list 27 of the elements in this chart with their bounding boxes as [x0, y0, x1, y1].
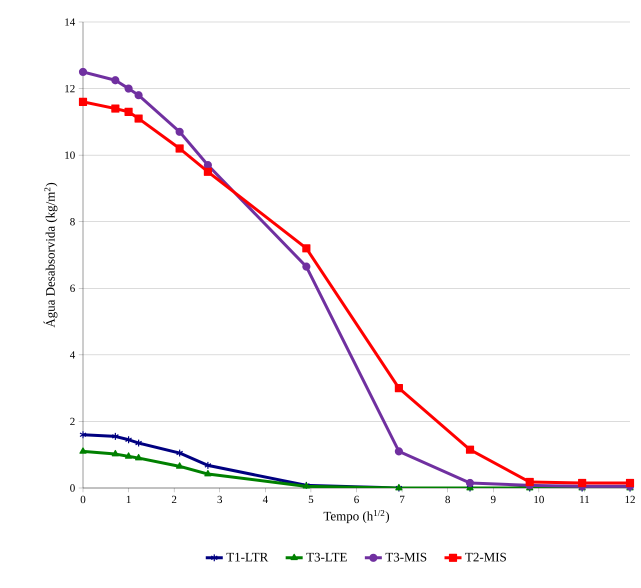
x-tick-label: 5 — [308, 496, 314, 504]
y-tick-label: 14 — [65, 18, 76, 26]
x-tick-label: 2 — [172, 496, 176, 504]
x-tick-label: 8 — [445, 496, 450, 504]
y-axis-title: Água Desabsorvida (kg/m$^{2}$) — [44, 182, 58, 328]
x-tick-label: 4 — [262, 496, 268, 503]
legend-label: T3-LTE — [306, 552, 347, 562]
y-tick-label: 8 — [70, 218, 75, 226]
y-tick-label: 12 — [65, 84, 75, 92]
x-tick-label: 6 — [354, 496, 359, 504]
y-tick-label: 10 — [65, 151, 75, 159]
x-axis-title: Tempo (h$^{1/2}$) — [324, 510, 390, 524]
x-tick-label: 1 — [126, 496, 131, 504]
x-tick-label: 3 — [218, 496, 222, 504]
legend-label: T1-LTR — [226, 552, 268, 562]
legend-label: T2-MIS — [465, 552, 506, 562]
y-tick-label: 4 — [70, 351, 76, 358]
x-tick-label: 9 — [490, 496, 496, 504]
y-tick-label: 0 — [70, 484, 75, 492]
x-tick-label: 12 — [625, 496, 635, 504]
y-tick-label: 6 — [70, 284, 75, 292]
x-tick-label: 10 — [534, 496, 544, 504]
y-tick-label: 2 — [70, 418, 75, 426]
x-tick-label: 7 — [400, 496, 405, 503]
legend-label: T3-MIS — [386, 552, 426, 562]
x-tick-label: 11 — [580, 496, 590, 504]
x-tick-label: 0 — [80, 496, 86, 504]
